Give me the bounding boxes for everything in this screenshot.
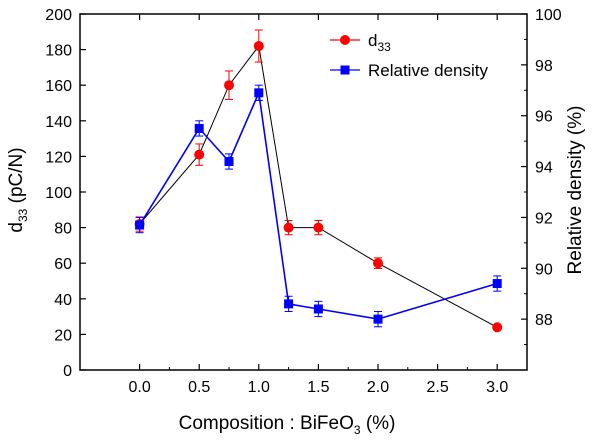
y-right-tick-label: 90: [535, 261, 553, 278]
y-left-tick-label: 180: [45, 43, 72, 60]
data-point: [373, 258, 383, 269]
series-layer: [134, 29, 503, 333]
legend: d33 Relative density: [330, 31, 489, 80]
y-right-tick-label: 96: [535, 109, 553, 126]
y-left-tick-label: 120: [45, 149, 72, 166]
data-point: [194, 123, 204, 133]
y-left-tick-label: 160: [45, 78, 72, 95]
legend-label: d33: [368, 31, 391, 54]
x-tick-label: 1.0: [248, 379, 270, 396]
y-axis-right-title: Relative density (%): [565, 106, 586, 275]
legend-marker: [340, 65, 350, 75]
y-left-tick-label: 0: [63, 363, 72, 380]
y-axis-left-title: d33 (pC/N): [6, 147, 30, 232]
tick-marks: 0.0 0.5 1.0 1.5 2.0 2.5 3.0 0 20 40 60 80 100 120 140 1…: [45, 7, 562, 396]
series-line: [139, 44, 498, 328]
y-left-tick-label: 200: [45, 7, 72, 24]
x-tick-label: 2.5: [426, 379, 448, 396]
legend-item: d33: [330, 31, 391, 54]
x-tick-label: 3.0: [486, 379, 508, 396]
data-point: [224, 156, 234, 166]
data-point: [253, 41, 264, 52]
series-relative-density: [135, 84, 502, 328]
y-left-tick-label: 80: [54, 221, 72, 238]
y-right-tick-label: 92: [535, 210, 553, 227]
data-point: [254, 88, 264, 98]
data-point: [373, 314, 383, 324]
x-tick-label: 1.5: [307, 379, 329, 396]
x-tick-label: 2.0: [367, 379, 389, 396]
x-tick-label: 0.5: [188, 379, 210, 396]
data-point: [224, 80, 234, 91]
legend-marker: [340, 35, 350, 45]
series-line: [138, 89, 498, 320]
legend-label: Relative density: [368, 61, 489, 80]
y-left-tick-label: 140: [45, 114, 72, 131]
data-point: [313, 222, 324, 233]
data-point: [283, 222, 294, 233]
y-right-tick-label: 98: [535, 58, 553, 75]
data-point: [492, 322, 503, 333]
y-left-tick-label: 20: [54, 327, 72, 344]
y-right-tick-label: 100: [535, 7, 562, 24]
x-tick-label: 0.0: [128, 379, 150, 396]
data-point: [284, 299, 294, 309]
y-right-tick-label: 88: [535, 312, 553, 329]
data-point: [135, 220, 145, 230]
data-point: [194, 149, 205, 160]
x-axis-title: Composition : BiFeO3 (%): [179, 413, 396, 437]
y-left-tick-label: 100: [45, 185, 72, 202]
y-left-tick-label: 40: [54, 292, 72, 309]
data-point: [492, 279, 502, 289]
y-left-tick-label: 60: [54, 256, 72, 273]
legend-item: Relative density: [330, 61, 489, 80]
data-point: [313, 304, 323, 314]
y-right-tick-label: 94: [535, 160, 553, 177]
